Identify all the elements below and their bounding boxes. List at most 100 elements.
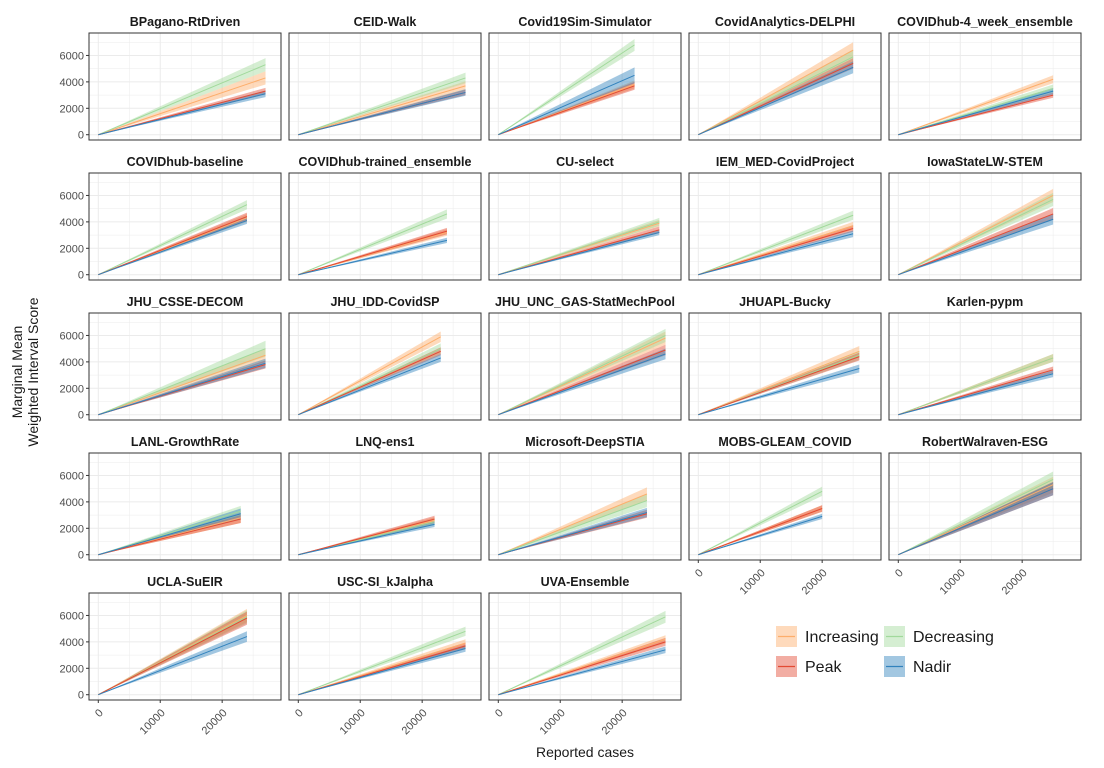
x-tick-label: 20000: [400, 707, 430, 737]
panel: Microsoft-DeepSTIA: [488, 435, 682, 561]
series-line-nadir: [898, 373, 1054, 416]
series-line-nadir: [98, 93, 266, 136]
y-axis-label-line-2: Weighted Interval Score: [25, 297, 41, 446]
ribbon-decreasing: [698, 486, 823, 555]
ribbon-increasing: [898, 188, 1054, 275]
panel: COVIDhub-trained_ensemble: [288, 155, 482, 281]
panel-title: UVA-Ensemble: [541, 575, 630, 589]
ribbon-decreasing: [298, 343, 441, 415]
y-tick-label: 2000: [60, 243, 84, 255]
ribbon-peak: [498, 344, 666, 415]
series-line-nadir: [498, 74, 635, 136]
panel-title: JHU_UNC_GAS-StatMechPool: [495, 295, 675, 309]
panel-title: JHU_IDD-CovidSP: [330, 295, 439, 309]
panel-border: [688, 452, 882, 561]
ribbon-increasing: [898, 75, 1054, 135]
panel-background: [689, 313, 881, 420]
panel-background: [489, 593, 681, 700]
panel-border: [688, 312, 882, 421]
panel-title: BPagano-RtDriven: [130, 15, 240, 29]
panel: COVIDhub-baseline 0 2000 4000 6000: [60, 155, 282, 282]
legend-item-increasing: Increasing: [776, 626, 879, 647]
series-line-peak: [498, 85, 635, 136]
series-line-nadir: [298, 647, 466, 696]
ribbon-increasing: [298, 81, 466, 135]
ribbon-decreasing: [298, 72, 466, 135]
series-line-nadir: [698, 66, 854, 136]
series-line-increasing: [698, 49, 854, 136]
series-line-decreasing: [898, 357, 1054, 416]
panel: IEM_MED-CovidProject: [688, 155, 882, 281]
y-tick-label: 0: [78, 550, 84, 562]
ribbon-decreasing: [498, 328, 666, 415]
panel-border: [488, 312, 682, 421]
y-tick-label: 4000: [60, 217, 84, 229]
series-line-peak: [498, 641, 666, 696]
panel-border: [688, 172, 882, 281]
series-line-nadir: [898, 218, 1054, 276]
ribbon-increasing: [298, 229, 447, 275]
x-axis-label: Reported cases: [536, 744, 634, 760]
series-line-increasing: [298, 85, 466, 136]
x-tick-label: 10000: [538, 707, 568, 737]
y-tick-label: 4000: [60, 637, 84, 649]
panel-background: [89, 453, 281, 560]
ribbon-decreasing: [98, 505, 241, 555]
ribbon-decreasing: [498, 217, 660, 275]
panel: CU-select: [488, 155, 682, 281]
ribbon-peak: [898, 482, 1054, 555]
series-line-peak: [698, 508, 823, 556]
series-line-nadir: [498, 511, 648, 556]
panel-border: [488, 592, 682, 701]
x-tick-label: 20000: [600, 707, 630, 737]
panel-title: COVIDhub-4_week_ensemble: [897, 15, 1073, 29]
panel: MOBS-GLEAM_COVID 0 10000 20000: [688, 435, 882, 597]
panel-background: [689, 453, 881, 560]
series-line-decreasing: [98, 348, 266, 416]
legend-label: Nadir: [913, 659, 952, 676]
series-line-decreasing: [498, 335, 666, 416]
panel-title: COVIDhub-baseline: [127, 155, 244, 169]
series-line-nadir: [698, 515, 823, 556]
panel: LANL-GrowthRate 0 2000 4000 6000: [60, 435, 282, 562]
ribbon-peak: [898, 208, 1054, 275]
ribbon-decreasing: [498, 38, 635, 135]
panel: RobertWalraven-ESG 0 10000 20000: [888, 435, 1082, 597]
y-tick-label: 2000: [60, 103, 84, 115]
series-line-peak: [298, 518, 435, 556]
ribbon-nadir: [498, 67, 635, 135]
ribbon-increasing: [498, 487, 647, 555]
ribbon-peak: [298, 227, 447, 275]
panel-background: [489, 313, 681, 420]
series-line-nadir: [98, 220, 248, 276]
panel: JHU_UNC_GAS-StatMechPool: [488, 295, 682, 421]
panel-title: LNQ-ens1: [355, 435, 414, 449]
panel-background: [489, 33, 681, 140]
ribbon-decreasing: [898, 192, 1054, 275]
series-line-decreasing: [698, 56, 854, 136]
panel: USC-SI_kJalpha 0 10000 20000: [288, 575, 482, 737]
y-tick-label: 4000: [60, 497, 84, 509]
panel-title: JHU_CSSE-DECOM: [127, 295, 244, 309]
panel: JHU_CSSE-DECOM 0 2000 4000 6000: [60, 295, 282, 422]
series-line-peak: [298, 230, 448, 276]
ribbon-peak: [698, 505, 823, 555]
panel-background: [89, 33, 281, 140]
y-tick-label: 2000: [60, 523, 84, 535]
panel-background: [689, 173, 881, 280]
panel-background: [889, 173, 1081, 280]
panel-title: UCLA-SuEIR: [147, 575, 223, 589]
series-line-decreasing: [298, 630, 466, 696]
ribbon-decreasing: [898, 353, 1054, 415]
series-line-peak: [98, 216, 248, 276]
series-line-decreasing: [898, 478, 1054, 556]
series-line-increasing: [898, 78, 1054, 136]
ribbon-nadir: [298, 237, 447, 275]
ribbon-increasing: [898, 353, 1054, 415]
series-line-decreasing: [698, 214, 854, 276]
y-tick-label: 0: [78, 410, 84, 422]
ribbon-peak: [98, 611, 247, 695]
ribbon-peak: [498, 226, 660, 275]
series-line-peak: [298, 350, 441, 416]
ribbon-increasing: [698, 505, 823, 555]
